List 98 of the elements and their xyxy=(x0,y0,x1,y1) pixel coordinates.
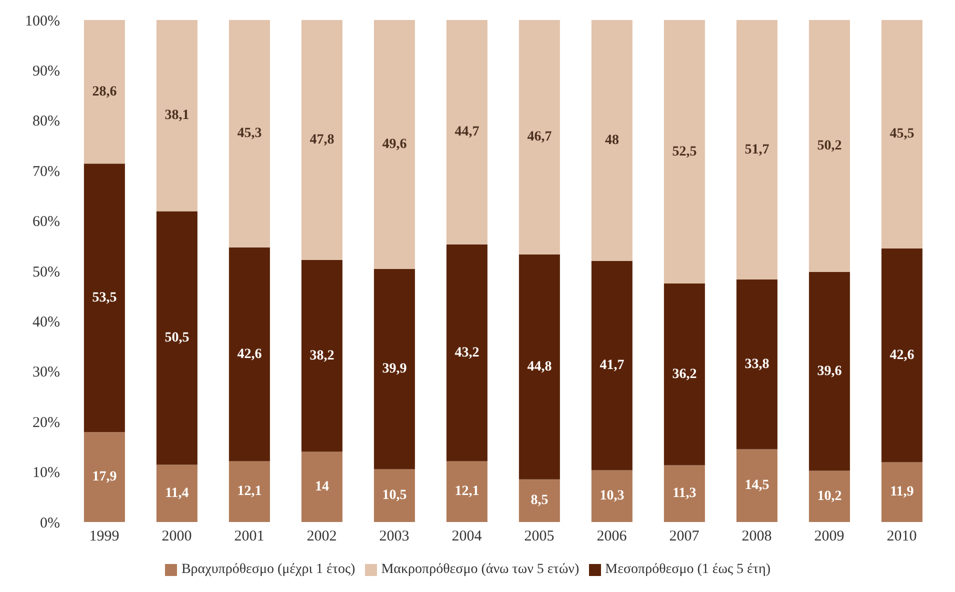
bar xyxy=(374,20,415,269)
x-tick-label: 2010 xyxy=(886,528,917,545)
x-tick-label: 2007 xyxy=(669,528,700,545)
y-tick-label: 90% xyxy=(32,64,60,80)
data-label: 11,9 xyxy=(890,484,914,500)
data-label: 28,6 xyxy=(92,84,117,100)
x-tick-label: 2008 xyxy=(742,528,772,545)
bar xyxy=(736,20,778,280)
y-tick-label: 50% xyxy=(32,264,60,280)
bar xyxy=(808,272,850,471)
data-label: 33,8 xyxy=(744,356,770,372)
x-tick-label: 1999 xyxy=(89,528,120,545)
data-label: 38,1 xyxy=(164,108,190,124)
bar xyxy=(591,260,632,470)
data-label: 8,5 xyxy=(530,493,548,508)
data-label: 12,1 xyxy=(454,484,480,500)
data-label: 14 xyxy=(314,479,329,494)
bar xyxy=(518,20,560,254)
data-label: 45,3 xyxy=(237,126,262,142)
data-label: 10,5 xyxy=(382,488,407,504)
bar xyxy=(301,20,342,260)
data-label: 53,5 xyxy=(92,290,117,306)
data-label: 12,1 xyxy=(237,484,262,500)
bar xyxy=(664,465,705,522)
data-label: 43,2 xyxy=(454,345,480,360)
bar xyxy=(84,20,125,164)
y-tick-label: 100% xyxy=(25,13,60,30)
bar xyxy=(228,247,270,462)
x-tick-label: 2003 xyxy=(379,528,410,545)
bar xyxy=(374,469,415,522)
data-label: 10,3 xyxy=(600,488,624,504)
data-label: 17,9 xyxy=(92,470,117,485)
data-label: 11,3 xyxy=(672,486,696,502)
data-label: 46,7 xyxy=(527,130,552,145)
legend-label: Μακροπρόθεσμο (άνω των 5 ετών) xyxy=(381,562,580,577)
y-tick-label: 10% xyxy=(32,465,60,482)
data-label: 42,6 xyxy=(237,346,262,362)
bar xyxy=(881,248,922,462)
bar xyxy=(156,20,198,212)
data-label: 11,4 xyxy=(165,486,189,501)
bar xyxy=(808,470,850,522)
bar xyxy=(156,464,198,522)
bar xyxy=(518,479,560,522)
y-tick-label: 60% xyxy=(32,214,60,230)
bar xyxy=(228,461,270,522)
bar xyxy=(881,462,922,522)
bar xyxy=(881,20,922,248)
x-tick-label: 2005 xyxy=(524,528,554,545)
y-tick-label: 30% xyxy=(32,364,60,381)
data-label: 50,5 xyxy=(164,330,190,346)
bar xyxy=(736,280,778,450)
data-label: 52,5 xyxy=(672,144,697,160)
data-label: 44,8 xyxy=(527,359,552,374)
data-label: 48 xyxy=(604,132,619,148)
bar xyxy=(446,244,488,462)
data-label: 50,2 xyxy=(817,138,842,154)
y-tick-label: 40% xyxy=(32,314,60,331)
bar xyxy=(84,432,125,522)
x-tick-label: 2004 xyxy=(452,528,482,545)
y-tick-label: 80% xyxy=(32,114,60,130)
data-label: 39,9 xyxy=(382,362,407,377)
bar xyxy=(808,20,850,272)
bar xyxy=(664,20,705,284)
bar xyxy=(301,452,342,522)
bar xyxy=(446,461,488,522)
data-label: 41,7 xyxy=(600,358,624,374)
x-tick-label: 2006 xyxy=(596,528,628,545)
data-label: 51,7 xyxy=(744,142,770,158)
data-label: 36,2 xyxy=(672,366,697,382)
bar xyxy=(228,20,270,248)
x-tick-label: 2001 xyxy=(234,528,264,545)
bar xyxy=(84,164,125,432)
data-label: 42,6 xyxy=(890,348,914,363)
bar xyxy=(518,254,560,480)
data-label: 39,6 xyxy=(817,364,842,379)
data-label: 10,2 xyxy=(817,488,842,504)
legend-label: Βραχυπρόθεσμο (μέχρι 1 έτος) xyxy=(181,562,356,577)
data-label: 44,7 xyxy=(454,124,480,140)
y-tick-label: 0% xyxy=(40,515,60,532)
data-label: 49,6 xyxy=(382,136,407,152)
bar xyxy=(301,260,342,452)
bar xyxy=(591,20,632,261)
bar xyxy=(591,470,632,522)
data-label: 45,5 xyxy=(890,126,914,142)
x-tick-label: 2009 xyxy=(814,528,844,545)
y-tick-label: 20% xyxy=(32,414,60,431)
x-tick-label: 2000 xyxy=(162,528,192,545)
bar xyxy=(664,284,705,466)
y-tick-label: 70% xyxy=(32,164,60,180)
bar xyxy=(736,449,778,522)
data-label: 14,5 xyxy=(744,478,770,494)
legend-label: Μεσοπρόθεσμο (1 έως 5 έτη) xyxy=(605,562,771,577)
bar xyxy=(156,211,198,465)
x-tick-label: 2002 xyxy=(306,528,337,545)
data-label: 38,2 xyxy=(310,348,334,364)
data-label: 47,8 xyxy=(310,132,334,148)
bar xyxy=(446,20,488,244)
bar xyxy=(374,268,415,470)
